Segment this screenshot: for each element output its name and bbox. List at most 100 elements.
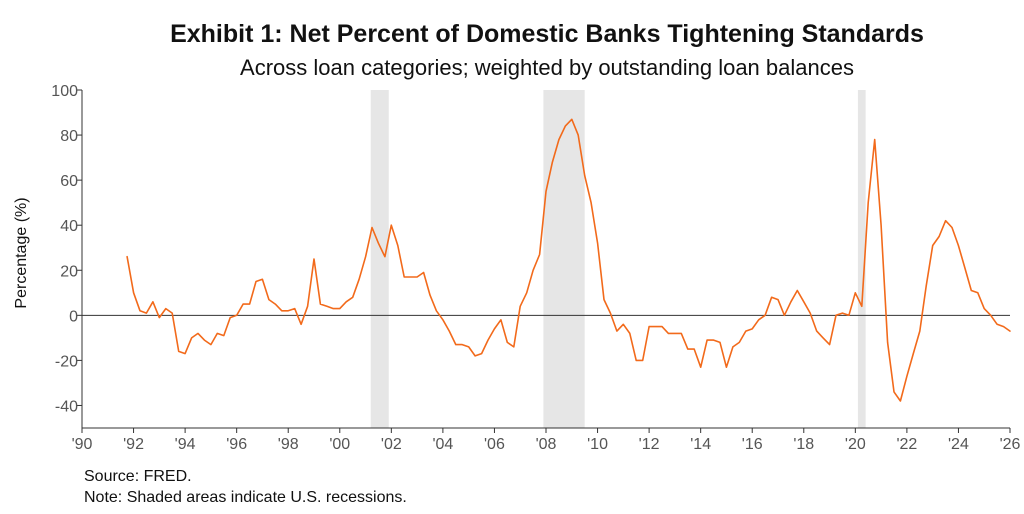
data-point — [403, 276, 405, 278]
data-point — [861, 305, 863, 307]
data-point — [526, 292, 528, 294]
chart-subtitle: Across loan categories; weighted by outs… — [240, 55, 854, 80]
data-point — [519, 305, 521, 307]
data-point — [990, 314, 992, 316]
data-point — [242, 303, 244, 305]
data-point — [700, 366, 702, 368]
data-point — [738, 341, 740, 343]
data-point — [365, 256, 367, 258]
x-ticks-group: '90 '92 '94 '96 '98 '00 '02 '04 '06 '08 '10 '12 '14 '… — [72, 428, 1021, 453]
data-point — [887, 341, 889, 343]
data-point — [616, 330, 618, 332]
chart-title: Exhibit 1: Net Percent of Domestic Banks… — [170, 20, 924, 48]
data-point — [158, 317, 160, 319]
data-point — [287, 310, 289, 312]
data-point — [416, 276, 418, 278]
y-tick-label: 60 — [60, 173, 78, 190]
data-point — [687, 348, 689, 350]
data-point — [771, 296, 773, 298]
data-point — [332, 308, 334, 310]
data-point — [584, 175, 586, 177]
data-point — [719, 341, 721, 343]
data-point — [835, 314, 837, 316]
data-point — [867, 202, 869, 204]
y-tick-label: 80 — [60, 128, 78, 145]
data-point — [184, 353, 186, 355]
data-point — [674, 332, 676, 334]
data-point — [494, 328, 496, 330]
data-point — [378, 242, 380, 244]
data-point — [268, 299, 270, 301]
data-point — [745, 330, 747, 332]
x-tick-label: '92 — [123, 436, 144, 453]
data-point — [790, 301, 792, 303]
data-point — [713, 339, 715, 341]
data-point — [236, 314, 238, 316]
data-point — [191, 337, 193, 339]
data-point — [436, 310, 438, 312]
data-point — [642, 360, 644, 362]
data-point — [513, 346, 515, 348]
data-point — [352, 296, 354, 298]
y-ticks-group: -40 -20 0 20 40 60 80 100 — [51, 83, 82, 415]
recession-shading-group — [370, 90, 866, 428]
data-point — [545, 191, 547, 193]
data-point — [390, 224, 392, 226]
data-point — [274, 303, 276, 305]
data-point — [996, 323, 998, 325]
data-point — [126, 256, 128, 258]
series-line-0 — [126, 118, 1011, 402]
data-point — [468, 346, 470, 348]
data-point — [262, 278, 264, 280]
data-point — [210, 344, 212, 346]
x-tick-label: '22 — [896, 436, 917, 453]
data-point — [796, 290, 798, 292]
data-point — [938, 236, 940, 238]
data-point — [951, 227, 953, 229]
data-point — [539, 254, 541, 256]
data-point — [610, 312, 612, 314]
data-point — [597, 242, 599, 244]
data-point — [165, 308, 167, 310]
data-point — [223, 335, 225, 337]
data-point — [487, 339, 489, 341]
source-note: Source: FRED. — [84, 468, 192, 485]
data-point — [397, 245, 399, 247]
data-point — [764, 314, 766, 316]
data-point — [371, 227, 373, 229]
data-point — [474, 355, 476, 357]
data-point — [552, 161, 554, 163]
x-tick-label: '16 — [742, 436, 763, 453]
x-tick-label: '12 — [639, 436, 660, 453]
data-point — [964, 267, 966, 269]
y-tick-label: 40 — [60, 218, 78, 235]
data-point — [732, 346, 734, 348]
x-tick-label: '06 — [484, 436, 505, 453]
data-point — [900, 400, 902, 402]
x-tick-label: '08 — [536, 436, 557, 453]
data-point — [1009, 330, 1011, 332]
data-point — [668, 332, 670, 334]
data-point — [816, 330, 818, 332]
data-point — [339, 308, 341, 310]
data-point — [829, 344, 831, 346]
x-tick-label: '90 — [72, 436, 93, 453]
data-point — [680, 332, 682, 334]
data-point — [893, 391, 895, 393]
x-tick-label: '24 — [948, 436, 969, 453]
x-tick-label: '14 — [690, 436, 711, 453]
data-point — [912, 353, 914, 355]
data-point — [970, 290, 972, 292]
data-point — [809, 312, 811, 314]
data-point — [410, 276, 412, 278]
data-point — [822, 337, 824, 339]
data-point — [429, 294, 431, 296]
data-point — [925, 285, 927, 287]
data-point — [281, 310, 283, 312]
data-point — [751, 328, 753, 330]
data-point — [320, 303, 322, 305]
data-point — [706, 339, 708, 341]
y-tick-label: -20 — [55, 353, 78, 370]
data-point — [635, 360, 637, 362]
